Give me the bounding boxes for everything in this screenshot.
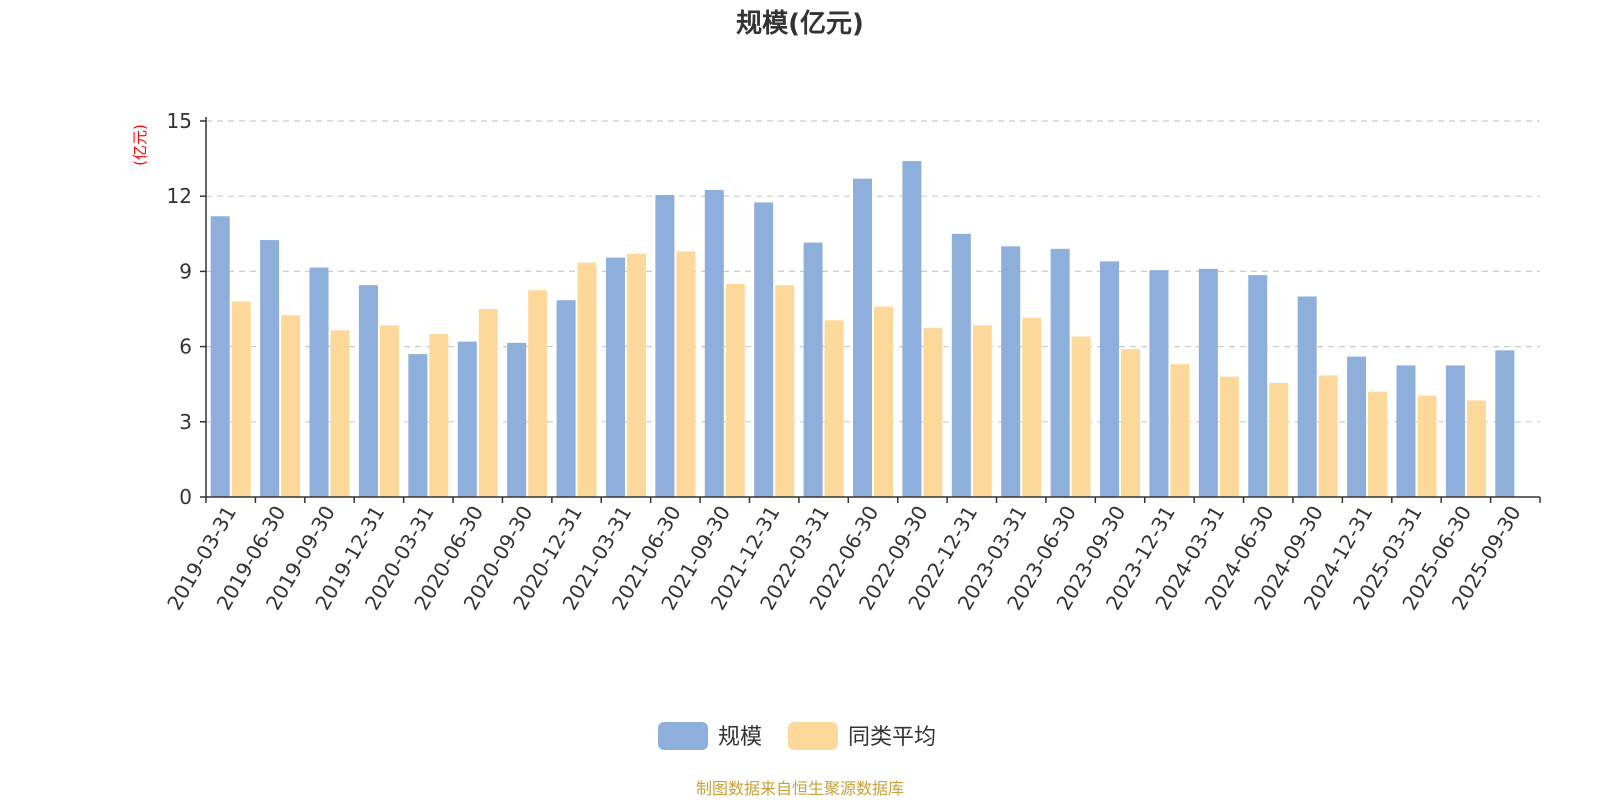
bar-peer-average-2022-12-31[interactable] — [972, 325, 992, 497]
x-tick-labels: 2019-03-312019-06-302019-09-302019-12-31… — [162, 502, 1525, 615]
bar-peer-average-2019-12-31[interactable] — [379, 325, 399, 497]
bar-peer-average-2023-09-30[interactable] — [1121, 349, 1141, 497]
y-tick-label: 3 — [179, 410, 192, 434]
legend-swatch-peer-average[interactable] — [788, 722, 838, 750]
legend: 规模 同类平均 — [658, 722, 936, 750]
bar-scale-2020-06-30[interactable] — [457, 341, 477, 497]
legend-swatch-scale[interactable] — [658, 722, 708, 750]
bar-peer-average-2021-06-30[interactable] — [676, 251, 696, 497]
bar-scale-2024-12-31[interactable] — [1347, 356, 1367, 497]
bar-scale-2022-06-30[interactable] — [853, 178, 872, 498]
y-tick-label: 15 — [167, 109, 192, 133]
chart-title: 规模(亿元) — [736, 9, 864, 39]
y-tick-label: 6 — [179, 335, 192, 359]
bar-scale-2021-06-30[interactable] — [655, 194, 675, 498]
bar-scale-2021-09-30[interactable] — [704, 189, 724, 497]
legend-label-scale[interactable]: 规模 — [718, 725, 762, 750]
axes — [200, 117, 1541, 503]
bar-scale-2019-06-30[interactable] — [260, 240, 280, 498]
bar-peer-average-2023-06-30[interactable] — [1071, 336, 1091, 497]
y-tick-label: 0 — [179, 485, 192, 509]
y-axis-unit-label: (亿元) — [131, 124, 149, 166]
bars — [210, 161, 1515, 498]
bar-scale-2024-06-30[interactable] — [1248, 275, 1268, 497]
bar-scale-2025-09-30[interactable] — [1495, 350, 1515, 497]
bar-scale-2020-12-31[interactable] — [556, 300, 576, 497]
bar-peer-average-2021-12-31[interactable] — [775, 285, 795, 497]
y-tick-label: 12 — [167, 184, 192, 208]
bar-peer-average-2023-03-31[interactable] — [1022, 317, 1042, 497]
bar-peer-average-2024-12-31[interactable] — [1368, 391, 1388, 497]
bar-scale-2023-09-30[interactable] — [1100, 261, 1120, 497]
bar-scale-2023-06-30[interactable] — [1050, 248, 1070, 497]
bar-peer-average-2019-09-30[interactable] — [330, 330, 350, 497]
bar-peer-average-2021-03-31[interactable] — [626, 253, 646, 497]
bar-peer-average-2022-03-31[interactable] — [824, 320, 844, 497]
bar-scale-2021-03-31[interactable] — [605, 257, 625, 497]
bar-scale-2020-03-31[interactable] — [408, 354, 428, 497]
bar-peer-average-2019-06-30[interactable] — [281, 315, 301, 497]
bar-scale-2022-12-31[interactable] — [951, 233, 971, 498]
grid-lines — [206, 120, 1540, 423]
bar-scale-2019-03-31[interactable] — [210, 216, 230, 497]
bar-scale-2021-12-31[interactable] — [754, 202, 774, 497]
bar-scale-2022-03-31[interactable] — [803, 242, 823, 497]
bar-scale-2020-09-30[interactable] — [507, 342, 527, 497]
bar-peer-average-2025-06-30[interactable] — [1466, 400, 1486, 497]
bar-scale-2024-03-31[interactable] — [1198, 268, 1218, 497]
bar-scale-2023-12-31[interactable] — [1149, 270, 1169, 497]
bar-peer-average-2020-09-30[interactable] — [528, 290, 548, 497]
bar-peer-average-2024-03-31[interactable] — [1219, 376, 1239, 497]
bar-scale-2019-12-31[interactable] — [358, 285, 378, 497]
y-tick-labels: 0 3 6 9 12 15 — [167, 109, 192, 509]
bar-scale-2019-09-30[interactable] — [309, 267, 329, 497]
bar-scale-2023-03-31[interactable] — [1001, 246, 1021, 497]
bar-scale-2025-03-31[interactable] — [1396, 365, 1416, 497]
legend-label-peer-average[interactable]: 同类平均 — [848, 725, 936, 750]
bar-peer-average-2025-03-31[interactable] — [1417, 395, 1437, 497]
bar-peer-average-2022-09-30[interactable] — [923, 327, 943, 497]
bar-scale-2025-06-30[interactable] — [1445, 365, 1465, 497]
bar-peer-average-2023-12-31[interactable] — [1170, 364, 1190, 497]
bar-peer-average-2024-06-30[interactable] — [1269, 382, 1289, 497]
bar-scale-2024-09-30[interactable] — [1297, 296, 1317, 497]
bar-peer-average-2020-03-31[interactable] — [429, 334, 449, 497]
y-tick-label: 9 — [179, 259, 192, 283]
data-source-note: 制图数据来自恒生聚源数据库 — [696, 779, 904, 798]
bar-scale-2022-09-30[interactable] — [902, 161, 922, 497]
bar-peer-average-2022-06-30[interactable] — [874, 306, 893, 497]
bar-peer-average-2020-12-31[interactable] — [577, 262, 597, 497]
bar-peer-average-2024-09-30[interactable] — [1318, 375, 1338, 497]
bar-peer-average-2021-09-30[interactable] — [725, 283, 745, 497]
bar-peer-average-2020-06-30[interactable] — [478, 309, 498, 497]
bar-peer-average-2019-03-31[interactable] — [231, 301, 251, 497]
